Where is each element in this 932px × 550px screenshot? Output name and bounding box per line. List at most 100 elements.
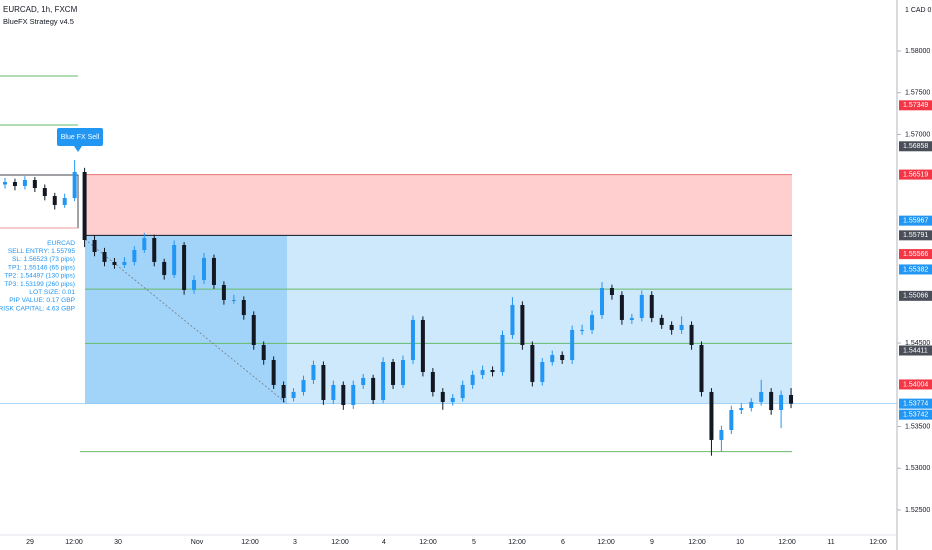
price-tag-label: 1.55066	[903, 293, 928, 300]
info-line: TP3: 1.53199 (260 pips)	[4, 281, 75, 288]
x-tick-label: 4	[382, 539, 386, 546]
indicator-title: BlueFX Strategy v4.5	[3, 17, 74, 26]
candle-body	[251, 315, 256, 345]
x-tick-label: 12:00	[869, 539, 887, 546]
candle-body	[490, 370, 495, 373]
signal-box	[57, 128, 103, 146]
candle-body	[609, 287, 614, 295]
candle-body	[679, 324, 684, 330]
price-tag	[899, 398, 932, 409]
info-line: LOT SIZE: 0.01	[29, 289, 75, 296]
candle-body	[669, 324, 674, 330]
candle-body	[699, 344, 704, 392]
x-tick-label: 12:00	[778, 539, 796, 546]
candle-body	[530, 344, 535, 382]
candle-body	[281, 384, 286, 398]
candle-body	[311, 365, 316, 380]
signal-label: Blue FX Sell	[61, 134, 100, 141]
axes: 1.58000 1.57500 1.57000 1.54500 1.53500 1.530…	[26, 48, 932, 546]
candle-body	[590, 315, 595, 330]
info-line: EURCAD	[47, 240, 75, 247]
candle-body	[172, 245, 177, 275]
x-tick-label: 3	[293, 539, 297, 546]
info-line: TP1: 1.55146 (65 pips)	[8, 264, 75, 271]
x-tick-label: 10	[736, 539, 744, 546]
price-tag-label: 1.53742	[903, 411, 928, 418]
price-tag-label: 1.55382	[903, 266, 928, 273]
candle-body	[261, 344, 266, 361]
candle-body	[709, 391, 714, 440]
candle-body	[410, 319, 415, 361]
candle-body	[112, 261, 117, 265]
candle-body	[450, 397, 455, 402]
x-tick-label: 6	[561, 539, 565, 546]
price-tag	[899, 100, 932, 111]
candle-body	[122, 261, 127, 265]
x-tick-label: 29	[26, 539, 34, 546]
candle-body	[689, 324, 694, 345]
candle-body	[341, 384, 346, 405]
price-tag	[899, 379, 932, 390]
info-line: TP2: 1.54497 (130 pips)	[4, 273, 75, 280]
candle-body	[729, 409, 734, 431]
x-tick-label: 11	[827, 539, 834, 546]
candle-body	[351, 384, 356, 405]
price-tag-label: 1.53774	[903, 400, 928, 407]
candle-body	[301, 379, 306, 392]
candle-body	[659, 317, 664, 325]
candle-body	[152, 238, 157, 262]
y-tick-label: 1.52500	[905, 507, 930, 514]
info-line: RISK CAPITAL: 4.63 GBP	[0, 305, 76, 312]
candle-body	[162, 261, 167, 275]
axis-currency: 1 CAD 0	[905, 7, 932, 14]
candle-body	[271, 360, 276, 385]
candle-body	[62, 198, 67, 205]
candle-body	[769, 391, 774, 410]
candles	[3, 159, 794, 456]
candle-body	[779, 394, 784, 410]
candle-body	[231, 300, 236, 302]
candle-body	[749, 401, 754, 408]
candle-body	[182, 245, 187, 290]
x-tick-label: 5	[472, 539, 476, 546]
candle-body	[42, 188, 47, 197]
price-tag-label: 1.54411	[903, 347, 928, 354]
candle-body	[92, 240, 97, 253]
price-tag	[899, 345, 932, 356]
price-tag	[899, 141, 932, 152]
candle-body	[391, 362, 396, 385]
x-tick-label: 12:00	[65, 539, 83, 546]
symbol-title: EURCAD, 1h, FXCM	[3, 5, 78, 14]
x-tick-label: 12:00	[241, 539, 259, 546]
candle-body	[371, 377, 376, 400]
candle-body	[82, 171, 87, 241]
signal-arrow	[74, 146, 82, 152]
x-tick-label: 12:00	[508, 539, 526, 546]
candle-body	[72, 171, 77, 199]
x-tick-label: 12:00	[688, 539, 706, 546]
candle-body	[739, 407, 744, 410]
x-tick-label: Nov	[191, 539, 204, 546]
candle-body	[202, 257, 206, 280]
candle-body	[291, 391, 296, 398]
price-tag	[899, 169, 932, 180]
candle-body	[759, 391, 764, 402]
candle-body	[22, 180, 27, 187]
signal-bubble: Blue FX Sell	[57, 128, 103, 152]
candle-body	[600, 287, 604, 316]
price-tag	[899, 264, 932, 275]
price-axis	[897, 0, 932, 550]
price-tag	[899, 409, 932, 420]
trend-dash	[84, 239, 288, 404]
candle-body	[560, 354, 565, 361]
candle-body	[470, 374, 475, 385]
candle-body	[430, 372, 435, 392]
y-tick-label: 1.53000	[905, 465, 930, 472]
info-line: SELL ENTRY: 1.55795	[8, 248, 75, 255]
candle-body	[649, 294, 654, 318]
price-tag	[899, 249, 932, 260]
candle-body	[142, 238, 147, 251]
x-tick-label: 12:00	[331, 539, 349, 546]
